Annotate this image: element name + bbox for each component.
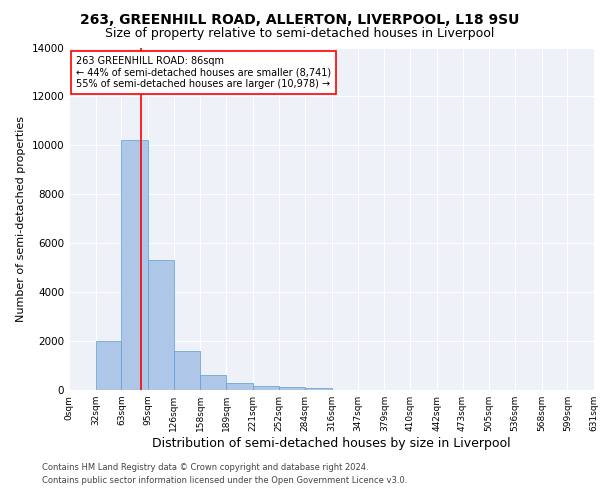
Text: Contains public sector information licensed under the Open Government Licence v3: Contains public sector information licen… bbox=[42, 476, 407, 485]
Text: 263 GREENHILL ROAD: 86sqm
← 44% of semi-detached houses are smaller (8,741)
55% : 263 GREENHILL ROAD: 86sqm ← 44% of semi-… bbox=[76, 56, 331, 90]
Bar bbox=[95, 341, 121, 390]
Bar bbox=[253, 386, 278, 390]
Bar bbox=[148, 260, 174, 390]
Bar bbox=[121, 140, 148, 390]
Bar bbox=[278, 387, 305, 390]
Text: Contains HM Land Registry data © Crown copyright and database right 2024.: Contains HM Land Registry data © Crown c… bbox=[42, 462, 368, 471]
Y-axis label: Number of semi-detached properties: Number of semi-detached properties bbox=[16, 116, 26, 322]
Text: Size of property relative to semi-detached houses in Liverpool: Size of property relative to semi-detach… bbox=[106, 28, 494, 40]
Bar bbox=[226, 383, 253, 390]
Bar bbox=[305, 388, 332, 390]
Text: 263, GREENHILL ROAD, ALLERTON, LIVERPOOL, L18 9SU: 263, GREENHILL ROAD, ALLERTON, LIVERPOOL… bbox=[80, 12, 520, 26]
Bar bbox=[200, 376, 226, 390]
X-axis label: Distribution of semi-detached houses by size in Liverpool: Distribution of semi-detached houses by … bbox=[152, 437, 511, 450]
Bar bbox=[174, 351, 200, 390]
